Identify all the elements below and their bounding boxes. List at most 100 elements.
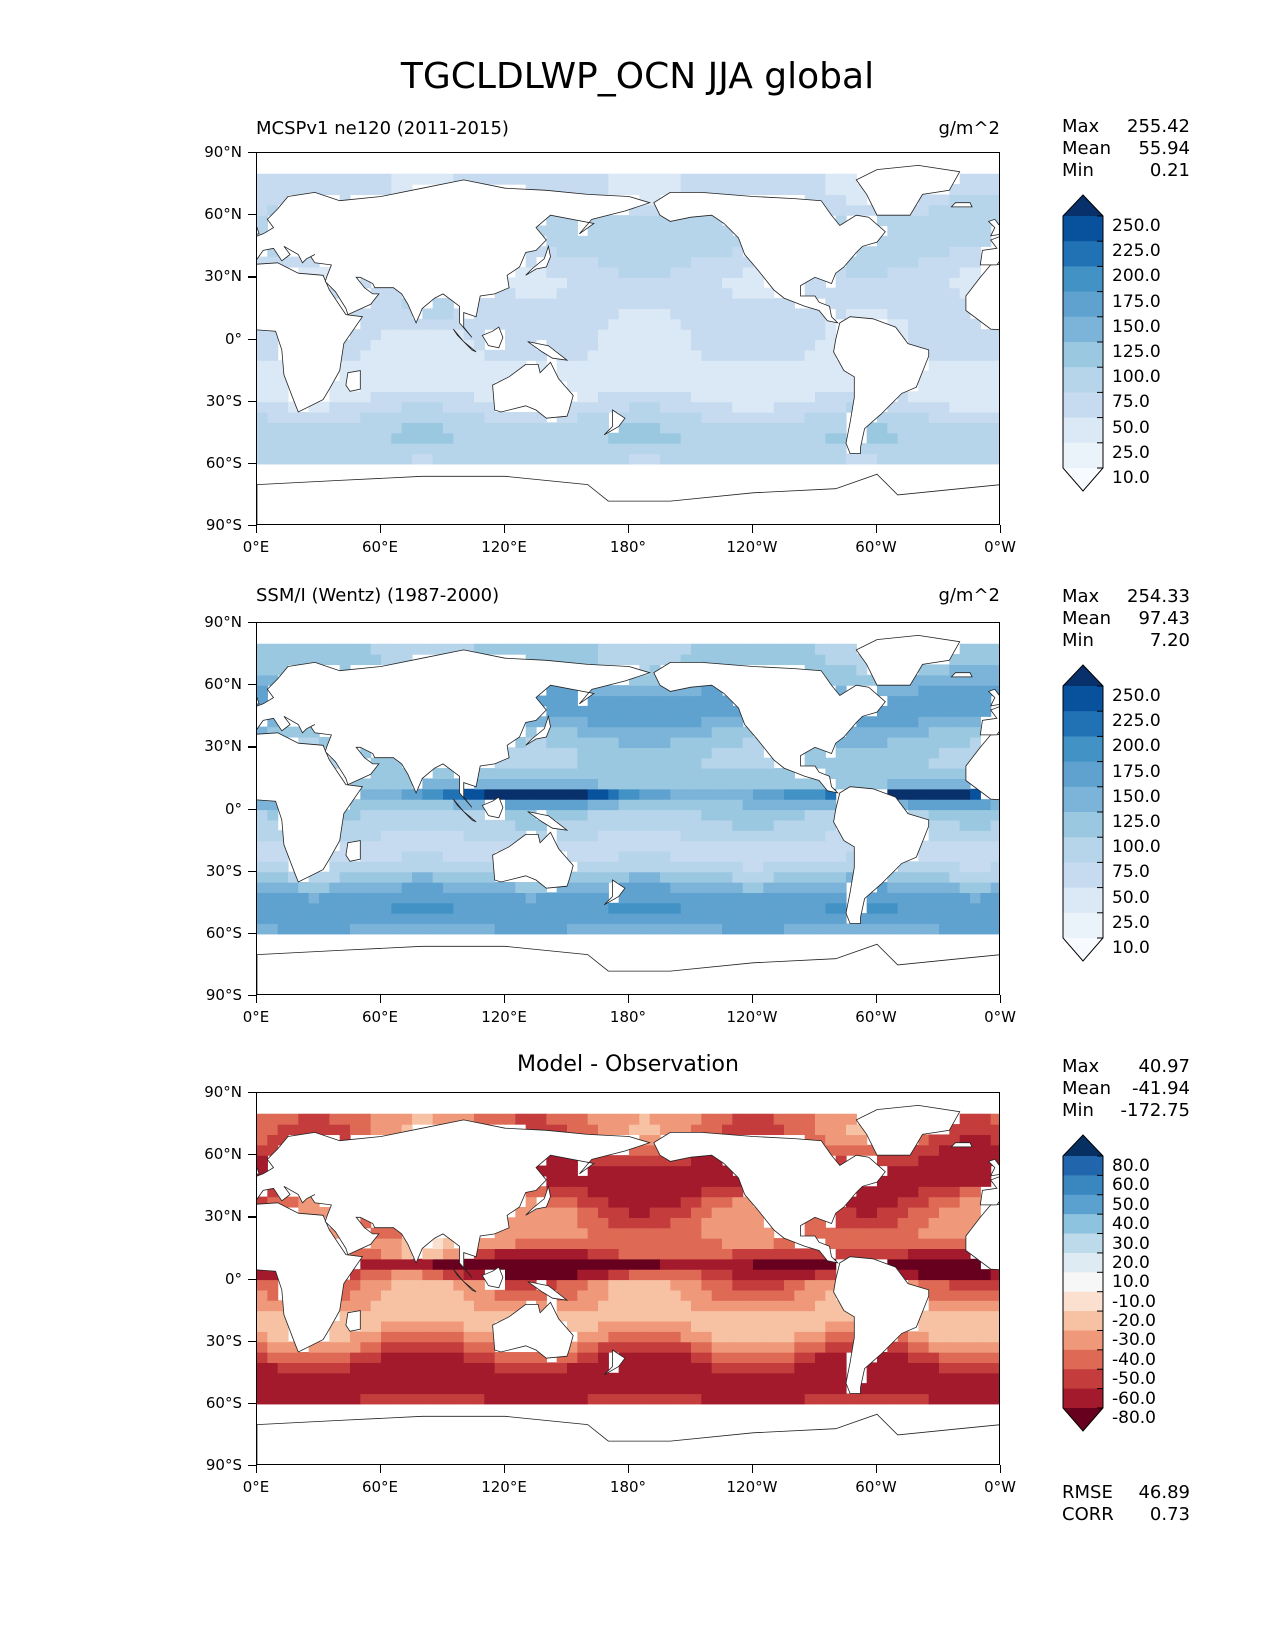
- field-cell: [381, 401, 392, 413]
- field-cell: [567, 401, 578, 413]
- field-cell: [267, 1196, 279, 1208]
- field-cell: [443, 1289, 454, 1301]
- field-cell: [773, 298, 785, 310]
- field-cell: [980, 412, 992, 423]
- field-cell: [577, 850, 589, 862]
- field-cell: [525, 1248, 537, 1260]
- field-cell: [494, 768, 506, 780]
- field-cell: [970, 788, 981, 800]
- field-cell: [670, 1289, 682, 1301]
- field-cell: [980, 643, 992, 655]
- field-cell: [897, 1227, 909, 1239]
- field-cell: [918, 1393, 930, 1405]
- field-cell: [319, 923, 330, 935]
- field-cell: [381, 1258, 392, 1270]
- field-cell: [432, 1113, 444, 1125]
- field-cell: [949, 695, 961, 707]
- field-cell: [391, 1341, 403, 1353]
- field-cell: [722, 277, 733, 289]
- field-cell: [742, 654, 754, 666]
- field-cell: [794, 173, 806, 185]
- stat-label: RMSE: [1062, 1482, 1113, 1503]
- field-cell: [691, 360, 702, 372]
- field-cell: [918, 1217, 930, 1229]
- field-cell: [370, 391, 382, 403]
- field-cell: [701, 913, 713, 925]
- y-tick: [248, 1154, 256, 1156]
- field-cell: [360, 184, 372, 196]
- field-cell: [763, 643, 775, 655]
- field-cell: [701, 298, 713, 310]
- colorbar-segment: [1063, 1349, 1103, 1370]
- field-cell: [629, 329, 640, 341]
- field-cell: [360, 329, 372, 341]
- field-cell: [815, 401, 826, 413]
- field-cell: [939, 726, 950, 738]
- field-cell: [711, 235, 723, 247]
- field-cell: [856, 716, 868, 728]
- field-cell: [577, 1341, 589, 1353]
- field-cell: [949, 768, 961, 780]
- field-cell: [567, 1227, 578, 1239]
- field-cell: [918, 287, 930, 299]
- stat-row-mean: Mean 55.94: [1062, 138, 1190, 160]
- field-cell: [298, 266, 310, 278]
- colorbar-label: -50.0: [1112, 1369, 1156, 1390]
- colorbar-segment: [1063, 241, 1103, 267]
- field-cell: [639, 757, 651, 769]
- field-cell: [990, 360, 999, 372]
- field-cell: [608, 246, 620, 258]
- field-cell: [990, 1372, 999, 1384]
- field-cell: [422, 923, 434, 935]
- field-cell: [949, 819, 961, 831]
- field-cell: [474, 1113, 485, 1125]
- field-cell: [846, 1206, 857, 1218]
- field-cell: [732, 184, 744, 196]
- field-cell: [928, 1175, 940, 1187]
- field-cell: [267, 246, 279, 258]
- field-cell: [691, 736, 702, 748]
- field-cell: [825, 1362, 837, 1374]
- field-cell: [763, 654, 775, 666]
- field-cell: [339, 861, 351, 873]
- colorbar-extend-max: [1063, 665, 1103, 686]
- field-cell: [908, 1248, 919, 1260]
- field-cell: [660, 1372, 671, 1384]
- field-cell: [463, 902, 475, 914]
- field-cell: [608, 1372, 620, 1384]
- field-cell: [567, 892, 578, 904]
- field-cell: [691, 1238, 702, 1250]
- field-cell: [970, 923, 981, 935]
- field-cell: [970, 1300, 981, 1312]
- field-cell: [443, 861, 454, 873]
- field-cell: [556, 318, 568, 330]
- field-cell: [618, 819, 630, 831]
- field-cell: [556, 1124, 568, 1136]
- field-cell: [784, 1331, 795, 1343]
- field-cell: [670, 1341, 682, 1353]
- field-cell: [670, 173, 682, 185]
- field-cell: [391, 422, 403, 434]
- field-cell: [329, 391, 341, 403]
- field-cell: [412, 1341, 423, 1353]
- x-tick-label: 180°: [609, 1478, 647, 1496]
- field-cell: [329, 902, 341, 914]
- field-cell: [618, 173, 630, 185]
- field-cell: [587, 401, 599, 413]
- field-cell: [587, 235, 599, 247]
- field-cell: [825, 422, 837, 434]
- field-cell: [877, 246, 888, 258]
- field-cell: [567, 1175, 578, 1187]
- field-cell: [598, 1124, 609, 1136]
- field-cell: [350, 173, 361, 185]
- field-cell: [773, 1113, 785, 1125]
- field-cell: [319, 173, 330, 185]
- field-cell: [370, 287, 382, 299]
- field-cell: [432, 892, 444, 904]
- field-cell: [443, 1310, 454, 1322]
- field-cell: [970, 235, 981, 247]
- field-cell: [422, 1331, 434, 1343]
- field-cell: [350, 184, 361, 196]
- field-cell: [722, 329, 733, 341]
- field-cell: [257, 664, 268, 676]
